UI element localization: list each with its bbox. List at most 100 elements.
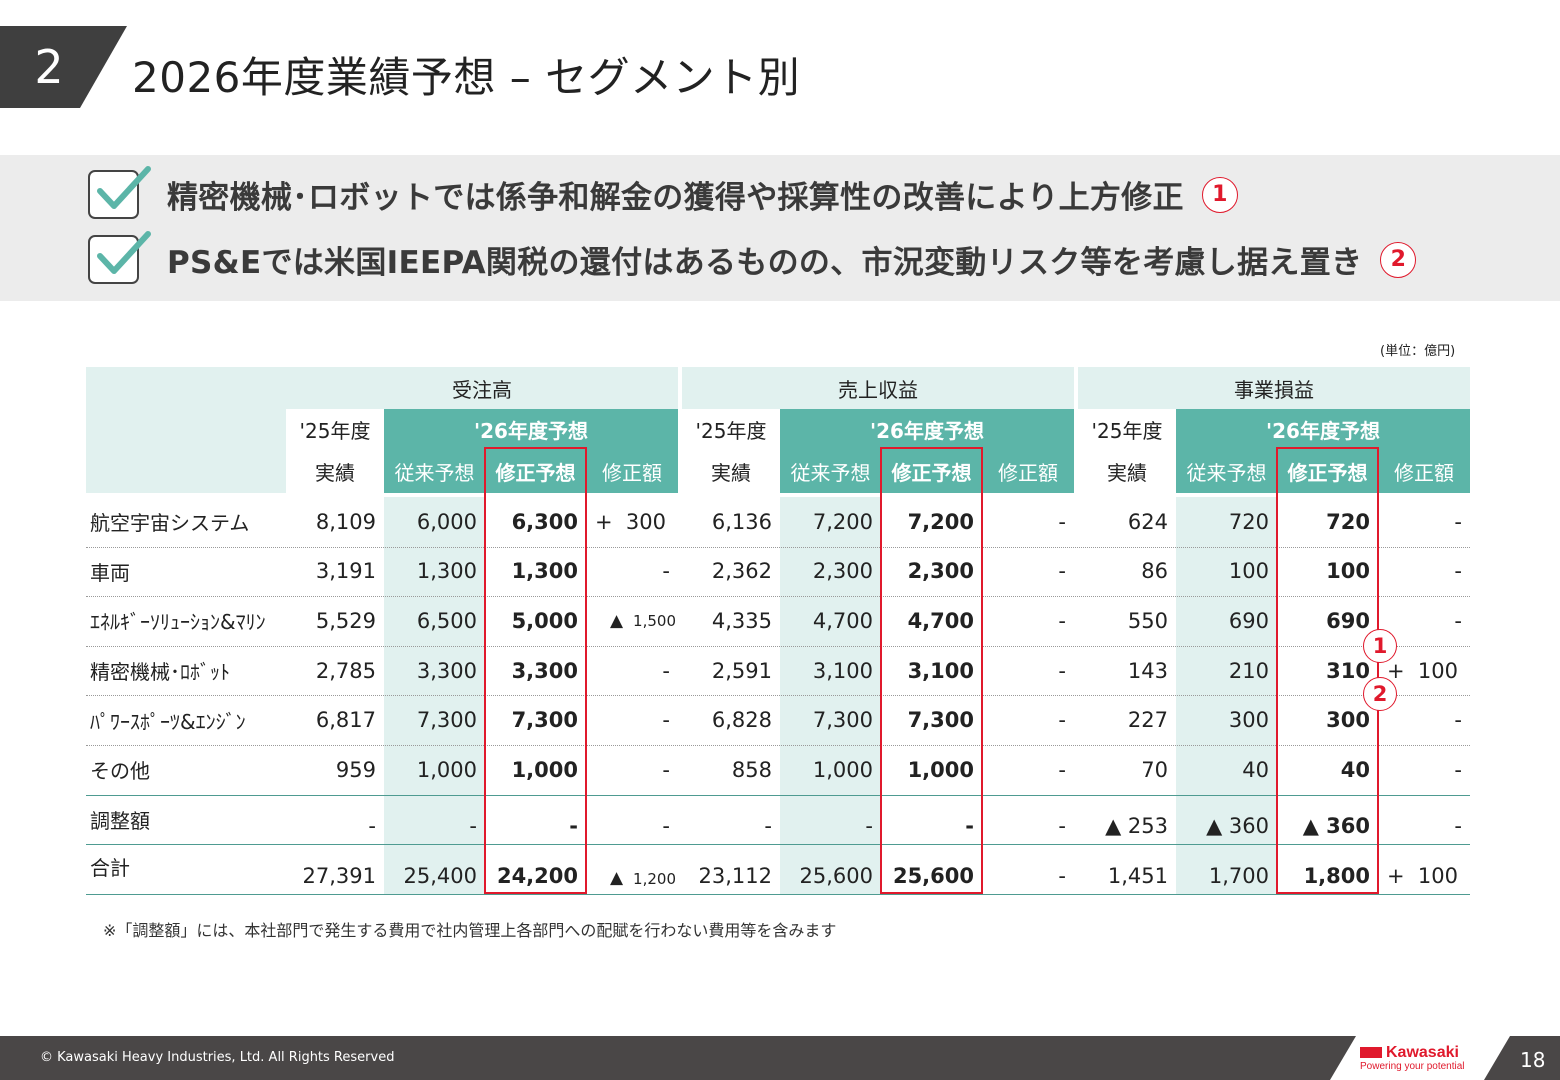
previous-forecast-value: 7,300 [812,708,873,733]
actual-value: 70 [1141,757,1168,782]
previous-forecast-value: 2,300 [812,559,873,584]
actual-value: - [764,814,772,839]
revised-forecast-value: 3,100 [907,658,974,683]
copyright: © Kawasaki Heavy Industries, Ltd. All Ri… [40,1050,395,1065]
row-label: 合計 [90,856,130,881]
fy26-header: '26年度予想 [1176,409,1470,449]
unit-note: (単位：億円) [1380,344,1456,359]
revision-amount-value: ▲ 1,200 [586,844,678,894]
kawasaki-logo: Kawasaki [1360,1044,1459,1062]
revision-amount-value: - [1058,608,1066,633]
revision-amount-value: - [662,658,670,683]
row-label: 調整額 [90,808,150,833]
checkbox-check-icon [88,231,151,286]
previous-forecast-value: 3,100 [812,658,873,683]
page-number: 18 [1520,1048,1546,1072]
actual-value: 6,136 [711,509,772,534]
revision-amount-header: 修正額 [982,449,1074,493]
row-divider [86,844,1470,846]
actual-value: 27,391 [302,863,376,888]
revised-forecast-value: 1,000 [907,757,974,782]
actual-header: 実績 [682,449,780,493]
revised-forecast-value: ▲ 360 [1302,814,1370,839]
section-number: 2 [34,40,64,94]
revision-amount-value: - [1454,608,1462,633]
row-label: 精密機械･ﾛﾎﾞｯﾄ [90,660,230,685]
actual-value: 2,591 [711,658,772,683]
previous-forecast-value: 1,000 [416,757,477,782]
row-label: ﾊﾟﾜｰｽﾎﾟｰﾂ&ｴﾝｼﾞﾝ [90,709,246,734]
actual-value: 2,362 [711,559,772,584]
revised-forecast-value: 5,000 [511,608,578,633]
annotation-marker: 2 [1363,676,1397,711]
actual-value: 6,817 [315,708,376,733]
previous-forecast-value: 1,300 [416,559,477,584]
actual-value: ▲ 253 [1105,814,1168,839]
decrease-amount: 1,200 [633,869,676,888]
revision-amount-value: - [1058,708,1066,733]
revision-amount-header: 修正額 [1378,449,1470,493]
fy25-header: '25年度 [1078,409,1176,449]
previous-forecast-value: 720 [1228,509,1269,534]
actual-value: 550 [1127,608,1168,633]
previous-forecast-header: 従来予想 [780,449,881,493]
revised-forecast-value: 1,800 [1303,863,1370,888]
actual-value: 23,112 [698,863,772,888]
row-label: その他 [90,759,150,784]
row-divider [86,596,1470,598]
fy25-header: '25年度 [286,409,384,449]
revised-forecast-value: 1,000 [511,757,578,782]
revised-forecast-value: 2,300 [907,559,974,584]
annotation-marker: 1 [1363,628,1397,663]
revised-forecast-value: 6,300 [511,509,578,534]
revision-amount-value: - [1058,757,1066,782]
row-divider [86,745,1470,746]
actual-value: 6,828 [711,708,772,733]
revision-amount-header: 修正額 [586,449,678,493]
summary-point-text: 精密機械･ロボットでは係争和解金の獲得や採算性の改善により上方修正 [167,180,1184,216]
logo-text: Kawasaki [1386,1044,1459,1061]
revision-amount-value: ▲ 1,500 [586,596,678,646]
previous-forecast-value: 300 [1228,708,1269,733]
summary-point-1: 精密機械･ロボットでは係争和解金の獲得や採算性の改善により上方修正 1 [88,166,1238,221]
row-divider [86,695,1470,697]
revised-forecast-value: 40 [1340,757,1370,782]
footer-bar [0,1036,1560,1080]
previous-forecast-value: 1,700 [1208,863,1269,888]
footnote: ※「調整額」には、本社部門で発生する費用で社内管理上各部門への配賦を行わない費用… [103,921,837,940]
revision-amount-value: - [1058,509,1066,534]
actual-value: 959 [335,757,376,782]
logo-tagline: Powering your potential [1360,1061,1465,1072]
actual-value: 858 [731,757,772,782]
row-label: 航空宇宙システム [90,511,250,536]
summary-point-2: PS&Eでは米国IEEPA関税の還付はあるものの、市況変動リスク等を考慮し据え置… [88,231,1417,286]
previous-forecast-value: 4,700 [812,608,873,633]
actual-value: 1,451 [1107,863,1168,888]
header-corner [86,367,286,493]
revised-forecast-value: 25,600 [892,863,974,888]
row-divider [86,546,1470,548]
revision-amount-value: - [1454,814,1462,839]
previous-forecast-value: 100 [1228,559,1269,584]
previous-forecast-value: 210 [1228,658,1269,683]
actual-value: - [368,814,376,839]
checkbox-check-icon [88,166,151,221]
decrease-amount: 1,500 [633,611,676,630]
previous-forecast-value: 3,300 [416,658,477,683]
fy26-header: '26年度予想 [780,409,1074,449]
page-title: 2026年度業績予想 – セグメント別 [132,53,801,102]
group-header: 売上収益 [682,367,1074,409]
previous-forecast-value: 25,600 [799,863,873,888]
decrease-triangle-icon: ▲ [609,867,624,888]
revision-amount-value: - [1454,757,1462,782]
fy25-header: '25年度 [682,409,780,449]
actual-value: 143 [1127,658,1168,683]
revision-amount-value: - [1454,509,1462,534]
row-divider [86,794,1470,796]
revised-forecast-value: - [965,814,974,839]
revised-forecast-value: 4,700 [907,608,974,633]
previous-forecast-value: - [469,814,477,839]
revision-amount-value: - [1058,559,1066,584]
actual-value: 5,529 [315,608,376,633]
previous-forecast-value: 1,000 [812,757,873,782]
